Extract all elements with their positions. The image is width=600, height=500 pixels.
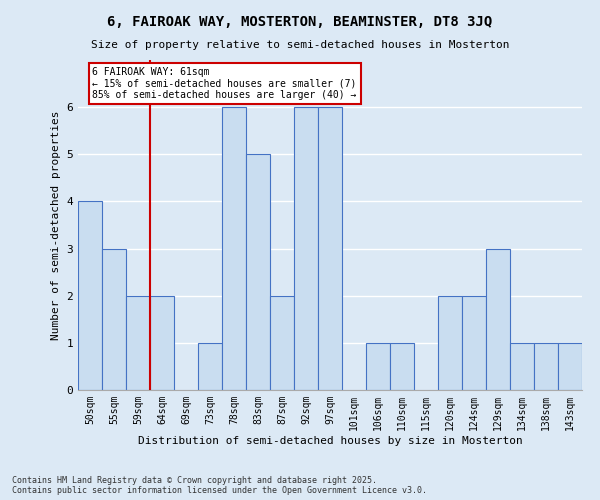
Bar	[366, 343, 390, 390]
Text: 6 FAIROAK WAY: 61sqm
← 15% of semi-detached houses are smaller (7)
85% of semi-d: 6 FAIROAK WAY: 61sqm ← 15% of semi-detac…	[92, 67, 357, 100]
Bar	[510, 343, 534, 390]
Y-axis label: Number of semi-detached properties: Number of semi-detached properties	[51, 110, 61, 340]
Bar	[150, 296, 174, 390]
Bar	[126, 296, 150, 390]
Text: Size of property relative to semi-detached houses in Mosterton: Size of property relative to semi-detach…	[91, 40, 509, 50]
Bar	[318, 107, 342, 390]
Bar	[534, 343, 558, 390]
Bar	[438, 296, 462, 390]
Text: Contains HM Land Registry data © Crown copyright and database right 2025.
Contai: Contains HM Land Registry data © Crown c…	[12, 476, 427, 495]
Bar	[270, 296, 294, 390]
X-axis label: Distribution of semi-detached houses by size in Mosterton: Distribution of semi-detached houses by …	[137, 436, 523, 446]
Bar	[78, 202, 102, 390]
Bar	[222, 107, 246, 390]
Bar	[390, 343, 414, 390]
Bar	[486, 248, 510, 390]
Bar	[198, 343, 222, 390]
Bar	[462, 296, 486, 390]
Text: 6, FAIROAK WAY, MOSTERTON, BEAMINSTER, DT8 3JQ: 6, FAIROAK WAY, MOSTERTON, BEAMINSTER, D…	[107, 15, 493, 29]
Bar	[246, 154, 270, 390]
Bar	[294, 107, 318, 390]
Bar	[558, 343, 582, 390]
Bar	[102, 248, 126, 390]
